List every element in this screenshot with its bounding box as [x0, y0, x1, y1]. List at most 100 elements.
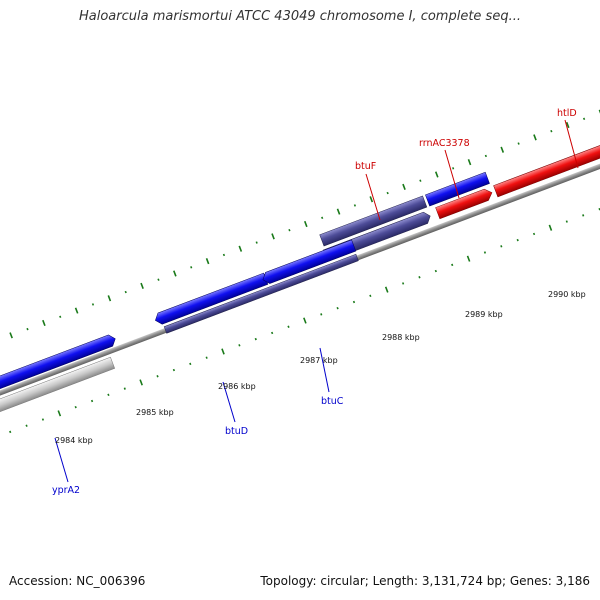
tick-minor: [483, 251, 487, 254]
tick-label: 2986 kbp: [218, 382, 256, 391]
tick-major: [548, 224, 553, 231]
leader-rrnAC3378: [444, 149, 460, 199]
tick-minor: [107, 393, 110, 397]
tick-major: [434, 171, 439, 178]
tick-minor: [90, 399, 94, 403]
gene-yprA2-arrow: [0, 334, 116, 404]
tick-major: [74, 307, 79, 314]
tick-major: [9, 332, 13, 339]
tick-minor: [74, 405, 77, 409]
tick-major: [500, 146, 505, 153]
tick-minor: [287, 325, 290, 328]
tick-major: [271, 233, 275, 240]
tick-major: [173, 270, 177, 277]
tick-label: 2985 kbp: [136, 408, 174, 417]
leader-btuF: [365, 173, 381, 221]
tick-major: [466, 255, 471, 262]
tick-minor: [222, 253, 226, 257]
tick-minor: [386, 191, 389, 195]
tick-minor: [156, 375, 159, 378]
tick-major: [303, 317, 307, 324]
tick-minor: [288, 228, 291, 232]
tick-minor: [157, 278, 160, 281]
gene-label-btuC: btuC: [321, 396, 344, 407]
gene-rrnAC3378-arrow: [435, 188, 493, 220]
tick-major: [57, 410, 62, 417]
tick-minor: [532, 232, 536, 236]
page-title: Haloarcula marismortui ATCC 43049 chromo…: [79, 9, 521, 24]
tick-minor: [91, 303, 95, 306]
gene-btuC-arrow: [163, 253, 359, 334]
gene-htlD-arrow: [493, 144, 600, 198]
gene-label-btuD: btuD: [225, 426, 248, 437]
upper-tick-row: [9, 109, 600, 339]
leader-yprA2: [54, 437, 69, 483]
tick-minor: [320, 313, 323, 316]
gene-grey-segment: [0, 356, 116, 424]
tick-major: [205, 258, 210, 265]
gene-blue-arrow-2: [262, 239, 357, 284]
tick-major: [139, 379, 143, 386]
tick-major: [107, 295, 112, 302]
tick-minor: [565, 220, 568, 223]
gene-purple-arrow: [319, 195, 428, 247]
tick-minor: [353, 204, 357, 207]
tick-minor: [434, 269, 437, 273]
leader-btuD: [222, 381, 236, 423]
tick-major: [238, 245, 243, 252]
tick-minor: [582, 117, 586, 121]
tick-minor: [321, 216, 324, 220]
tick-minor: [205, 356, 208, 359]
tick-minor: [419, 179, 422, 182]
leader-btuC: [319, 347, 330, 393]
tick-minor: [26, 327, 29, 331]
tick-minor: [59, 315, 62, 319]
tick-minor: [271, 331, 274, 335]
tick-minor: [352, 300, 356, 304]
tick-label: 2987 kbp: [300, 356, 338, 365]
tick-minor: [25, 424, 28, 427]
tick-major: [467, 159, 472, 166]
tick-minor: [254, 337, 257, 341]
tick-major: [402, 183, 406, 190]
tick-minor: [451, 263, 454, 267]
tick-minor: [500, 245, 503, 248]
genome-track: [0, 109, 600, 434]
tick-major: [384, 286, 389, 293]
tick-minor: [550, 129, 553, 133]
tick-label: 2989 kbp: [465, 310, 503, 319]
tick-minor: [516, 238, 519, 242]
topology-text: Topology: circular; Length: 3,131,724 bp…: [260, 574, 590, 588]
tick-minor: [517, 142, 520, 145]
gene-label-rrnAC3378: rrnAC3378: [419, 138, 470, 149]
tick-minor: [9, 430, 12, 434]
leader-htlD: [564, 119, 579, 169]
tick-minor: [41, 418, 45, 421]
accession-text: Accession: NC_006396: [9, 574, 146, 588]
tick-major: [42, 319, 46, 327]
tick-minor: [582, 214, 585, 217]
tick-major: [369, 196, 374, 203]
gene-label-htlD: htlD: [557, 108, 577, 119]
tick-minor: [190, 266, 193, 269]
tick-minor: [369, 294, 372, 298]
gene-label-btuF: btuF: [355, 161, 376, 172]
tick-minor: [123, 387, 126, 390]
tick-label: 2984 kbp: [55, 436, 93, 445]
tick-label: 2990 kbp: [548, 290, 586, 299]
tick-major: [533, 134, 537, 141]
tick-major: [303, 220, 308, 228]
gene-label-yprA2: yprA2: [52, 485, 80, 496]
tick-minor: [484, 154, 487, 158]
tick-minor: [401, 282, 405, 285]
tick-minor: [336, 306, 339, 310]
tick-minor: [255, 241, 258, 244]
lower-tick-row: [9, 207, 600, 434]
tick-minor: [418, 276, 421, 279]
tick-minor: [172, 368, 176, 372]
tick-major: [565, 121, 570, 129]
tick-minor: [124, 290, 127, 294]
tick-minor: [452, 167, 455, 170]
tick-minor: [189, 362, 192, 366]
